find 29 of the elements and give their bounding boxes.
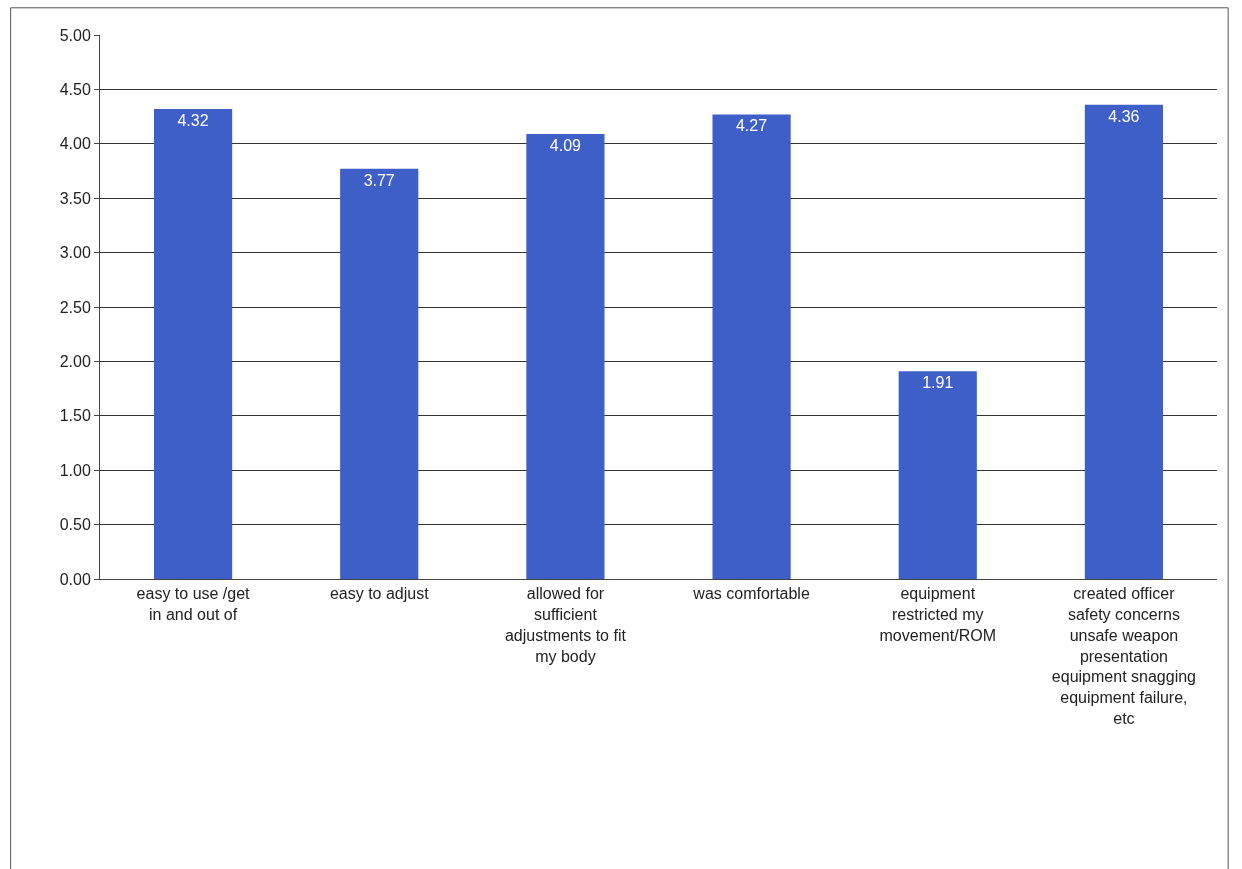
bar: [340, 168, 419, 579]
data-label: 4.36: [1108, 107, 1140, 125]
bar: [526, 134, 605, 579]
x-tick-label: created officer safety concerns unsafe weapon presentation equipment snagging equipment failure, etc: [1051, 585, 1196, 727]
x-tick-label: equipment restricted my movement/ROM: [879, 585, 996, 644]
bar: [1084, 104, 1164, 579]
bar: [898, 371, 977, 579]
y-tick-label: 4.50: [59, 81, 91, 98]
y-tick-label: 2.50: [59, 298, 91, 316]
bar: [712, 114, 791, 579]
x-tick-label: easy to adjust: [329, 585, 430, 603]
y-tick-label: 5.00: [59, 26, 91, 44]
data-label: 4.27: [735, 117, 768, 135]
x-tick-label: was comfortable: [692, 585, 810, 603]
y-tick-label: 0.00: [59, 570, 91, 588]
y-tick-label: 1.00: [59, 461, 91, 479]
x-tick-label: easy to use /get in and out of: [136, 585, 251, 623]
y-tick-label: 4.00: [59, 135, 91, 153]
y-tick-label: 3.00: [59, 244, 91, 262]
y-tick-label: 0.50: [59, 516, 91, 534]
data-label: 4.32: [177, 111, 209, 129]
y-tick-label: 2.00: [59, 353, 91, 370]
data-label: 3.77: [363, 171, 395, 189]
x-tick-label: allowed for sufficient adjustments to fit my body: [504, 585, 627, 665]
y-tick-label: 3.50: [59, 189, 91, 207]
y-tick-label: 1.50: [59, 407, 91, 425]
data-label: 1.91: [922, 374, 954, 392]
bar: [153, 108, 233, 579]
data-label: 4.09: [549, 137, 582, 155]
